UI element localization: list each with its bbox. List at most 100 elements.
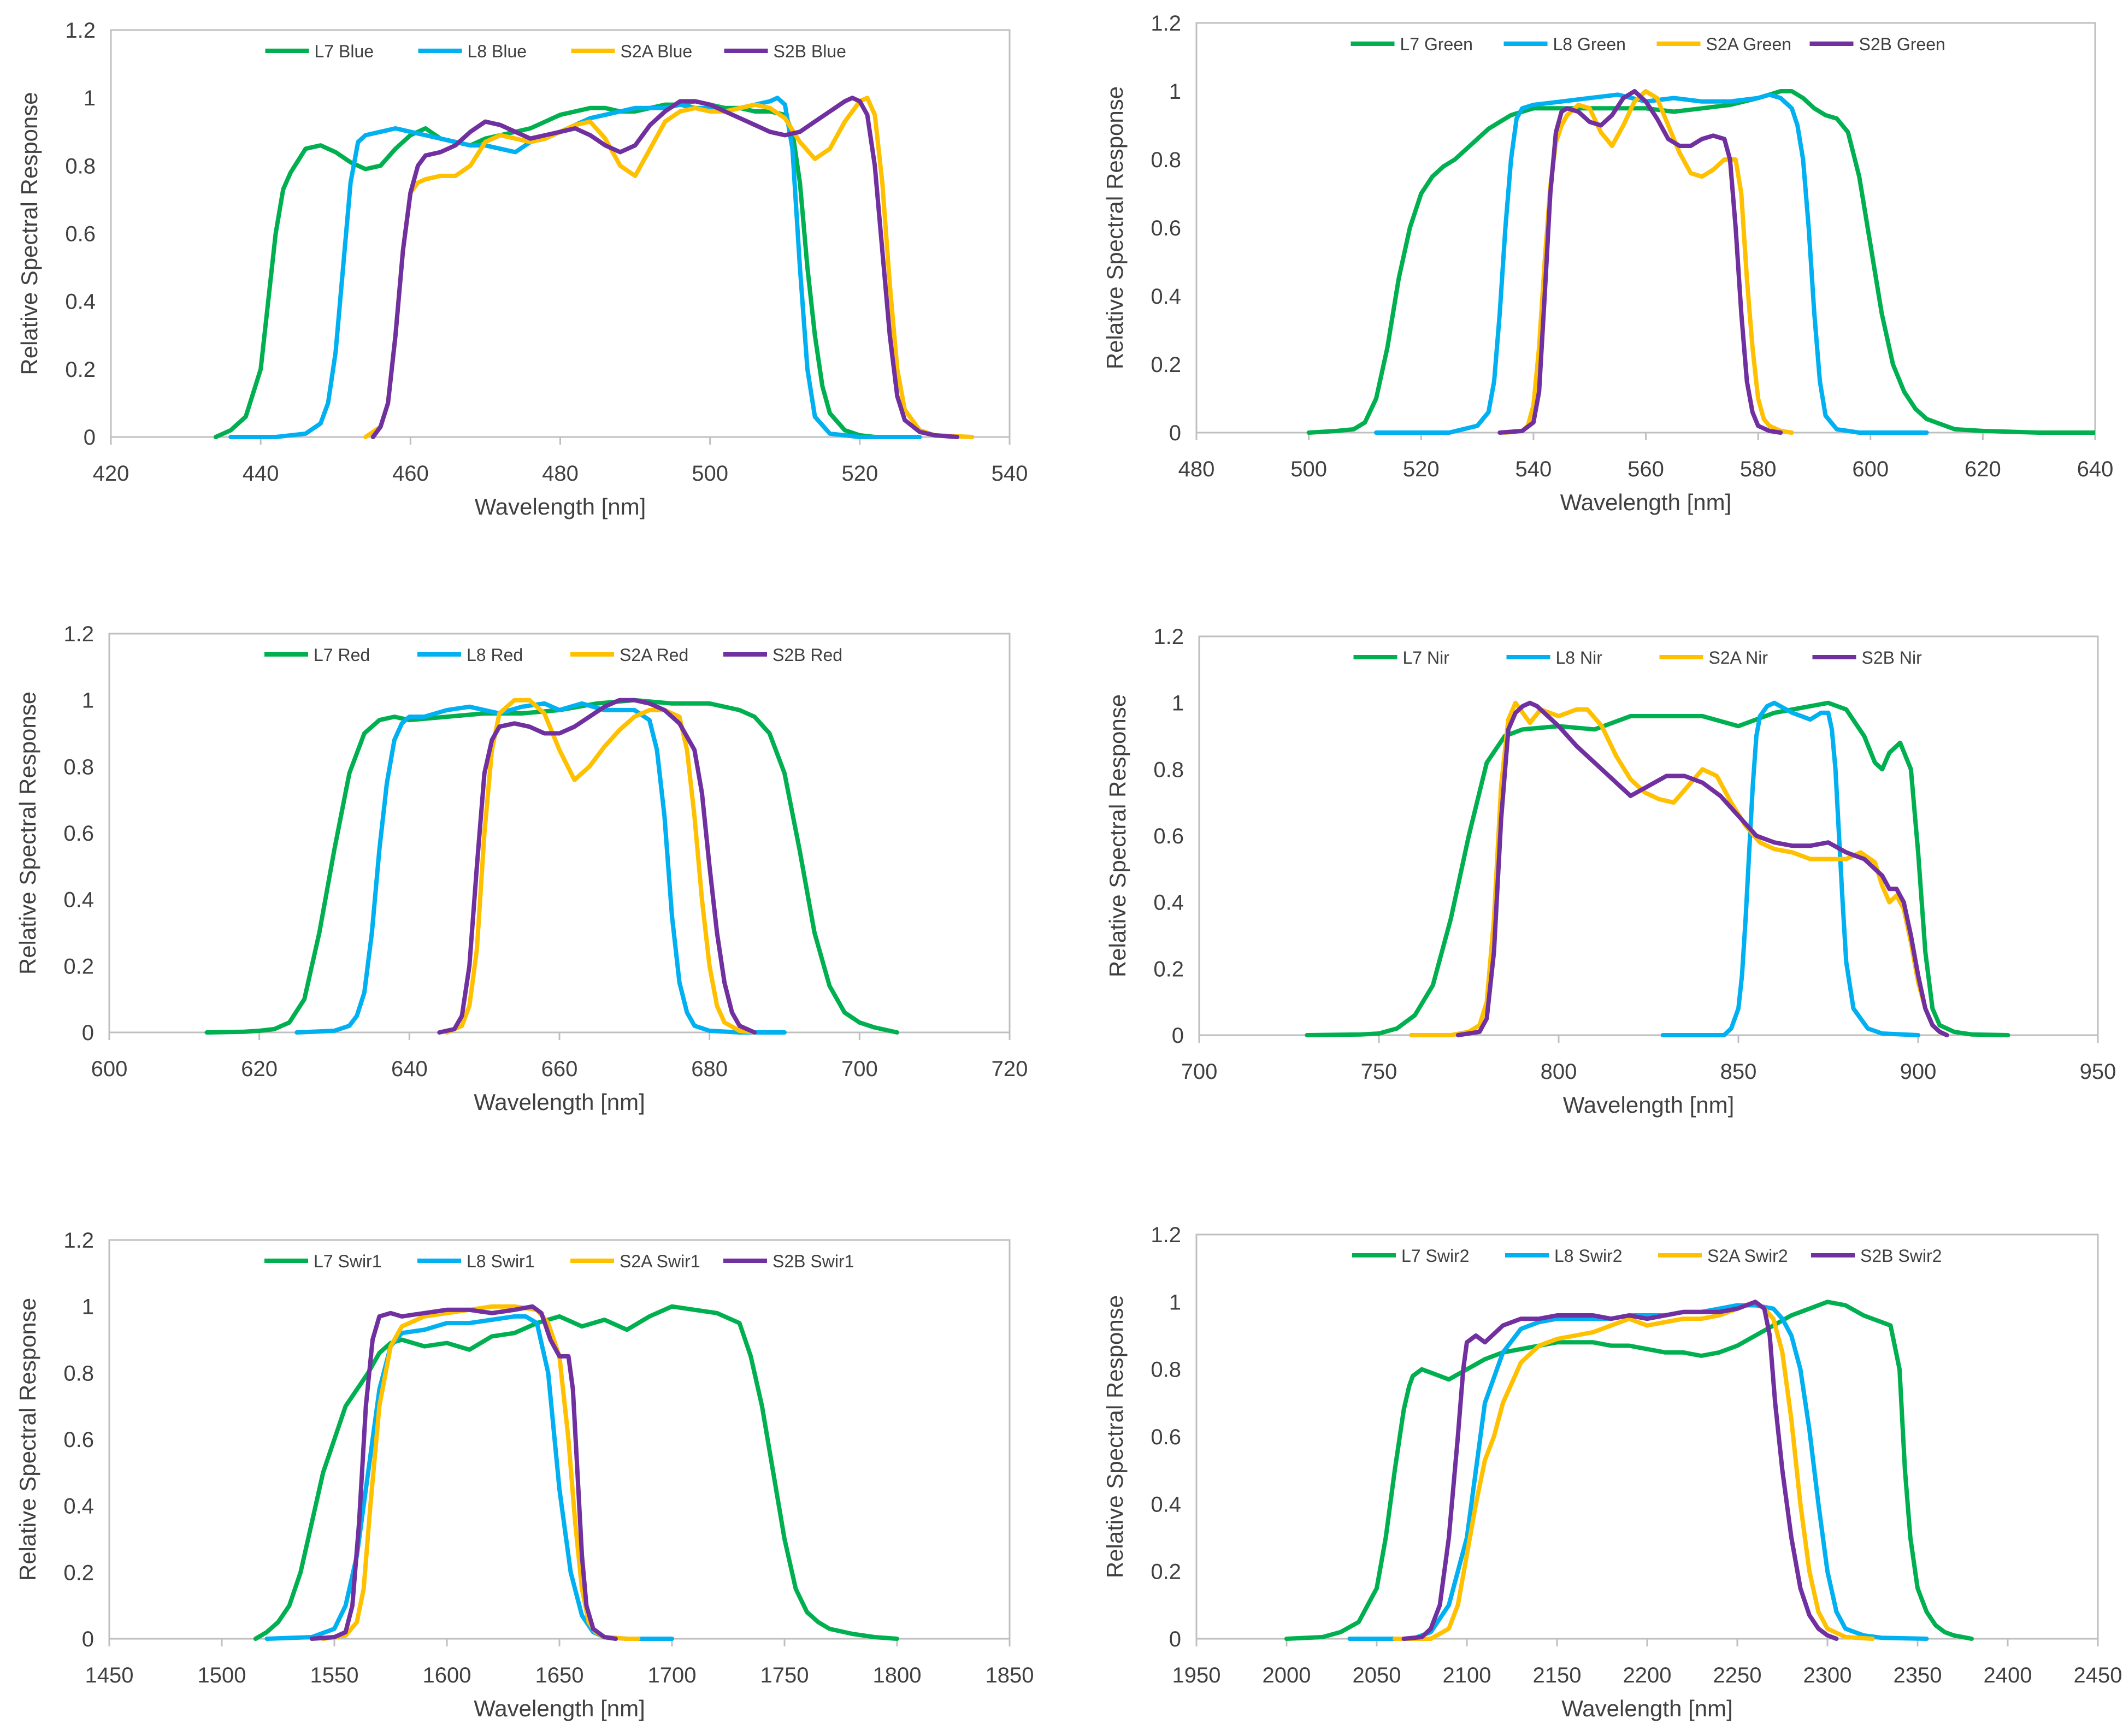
x-tick-label: 1750 [760,1663,809,1687]
x-tick-label: 1600 [423,1663,471,1687]
y-tick-label: 0.4 [1153,891,1184,915]
y-tick-label: 1 [82,689,94,713]
x-tick-label: 540 [992,462,1028,486]
y-tick-label: 0.6 [1153,824,1184,848]
series-line-l7-blue [213,99,877,439]
x-tick-label: 950 [2080,1060,2116,1084]
series-line-s2b-red [437,698,757,1035]
x-tick-label: 850 [1720,1060,1757,1084]
series-line-s2b-green [1497,89,1783,435]
legend-label: L7 Nir [1403,648,1450,668]
y-tick-label: 0 [82,1627,94,1651]
x-tick-label: 620 [241,1057,278,1081]
y-tick-label: 0.8 [1151,148,1181,172]
series-line-l8-swir2 [1347,1303,1929,1641]
y-axis-label: Relative Spectral Response [15,1298,40,1581]
x-tick-label: 640 [2077,457,2114,481]
legend-label: S2A Nir [1709,648,1768,668]
x-tick-label: 460 [392,462,429,486]
y-tick-label: 1 [1169,80,1181,104]
series-line-l7-nir [1305,700,2010,1037]
legend-label: L7 Green [1400,34,1473,54]
legend-label: S2A Blue [621,42,693,61]
x-tick-label: 2400 [1984,1663,2032,1687]
series-line-s2a-swir2 [1393,1300,1875,1641]
plot-area [108,633,1011,1034]
y-tick-label: 1.2 [63,1229,94,1253]
legend-label: S2B Blue [774,42,846,61]
legend-label: L7 Swir1 [314,1251,382,1271]
x-tick-label: 440 [243,462,279,486]
y-tick-label: 0.8 [1151,1358,1181,1382]
x-tick-label: 700 [1181,1060,1218,1084]
series-line-l8-red [294,701,787,1035]
x-tick-label: 560 [1627,457,1664,481]
y-tick-label: 0.6 [63,1428,94,1452]
series-line-l8-blue [228,96,922,439]
x-tick-label: 620 [1965,457,2001,481]
x-tick-label: 800 [1541,1060,1577,1084]
x-tick-label: 600 [91,1057,128,1081]
x-tick-label: 680 [691,1057,728,1081]
y-axis-label: Relative Spectral Response [15,692,40,975]
y-tick-label: 0.2 [1151,353,1181,377]
y-tick-label: 0.4 [1151,285,1181,309]
chart-green: 0 0.2 0.4 0.6 0.8 1 1.2 480 500 520 540 560 580 600 62… [1102,11,2113,515]
y-tick-label: 0.4 [63,888,94,912]
series-line-s2b-nir [1455,700,1949,1037]
x-tick-label: 2050 [1353,1663,1401,1687]
chart-nir: 0 0.2 0.4 0.6 0.8 1 1.2 700 750 800 850 900 950 Wavel… [1105,625,2116,1118]
plot-area [1198,635,2099,1036]
y-tick-label: 1.2 [63,622,94,646]
x-tick-label: 1500 [198,1663,246,1687]
series-line-l8-nir [1660,700,1920,1037]
x-axis-label: Wavelength [nm] [1563,1092,1735,1118]
y-tick-label: 0 [1169,421,1181,445]
y-tick-label: 1 [1169,1290,1181,1314]
legend-label: L8 Blue [468,42,527,61]
x-tick-label: 420 [93,462,129,486]
legend-label: S2B Nir [1862,648,1923,668]
x-tick-label: 640 [391,1057,428,1081]
series-line-s2b-blue [370,96,959,439]
y-axis-label: Relative Spectral Response [1105,694,1130,977]
legend-label: L8 Nir [1556,648,1603,668]
x-tick-label: 2200 [1623,1663,1672,1687]
legend-label: L7 Blue [315,42,374,61]
y-tick-label: 1.2 [1151,11,1181,36]
x-tick-label: 500 [692,462,728,486]
y-tick-label: 0.4 [63,1495,94,1519]
y-tick-label: 0.2 [63,954,94,978]
x-tick-label: 2300 [1803,1663,1852,1687]
y-tick-label: 0.6 [63,822,94,846]
x-tick-label: 660 [541,1057,578,1081]
legend-label: S2B Green [1859,34,1945,54]
y-tick-label: 1.2 [1151,1223,1181,1247]
y-axis-label: Relative Spectral Response [1102,1295,1128,1578]
x-tick-label: 700 [841,1057,878,1081]
x-tick-label: 2000 [1263,1663,1311,1687]
x-tick-label: 2100 [1443,1663,1491,1687]
x-tick-label: 750 [1361,1060,1397,1084]
x-tick-label: 1950 [1172,1663,1221,1687]
series-line-l7-swir2 [1284,1300,1974,1641]
legend-label: S2A Swir2 [1707,1246,1788,1266]
legend-label: S2B Red [772,645,842,665]
y-tick-label: 0.2 [65,358,96,382]
x-tick-label: 540 [1515,457,1552,481]
x-tick-label: 480 [1178,457,1215,481]
y-tick-label: 1 [1172,692,1184,716]
y-tick-label: 1.2 [1153,625,1184,649]
y-tick-label: 0.6 [65,222,96,246]
x-tick-label: 580 [1740,457,1777,481]
chart-blue: 0 0.2 0.4 0.6 0.8 1 1.2 420 440 460 480 500 520 540 Wa… [16,19,1028,519]
y-tick-label: 0.4 [1151,1492,1181,1516]
x-tick-label: 2250 [1713,1663,1762,1687]
legend-label: L8 Swir1 [467,1251,535,1271]
series-line-s2a-blue [363,96,975,439]
legend-label: L8 Green [1553,34,1626,54]
legend-label: S2A Swir1 [620,1251,700,1271]
chart-swir1: 0 0.2 0.4 0.6 0.8 1 1.2 1450 1500 1550 1600 1650 170… [15,1229,1034,1721]
legend-label: S2A Red [620,645,688,665]
y-tick-label: 0 [1172,1024,1184,1048]
